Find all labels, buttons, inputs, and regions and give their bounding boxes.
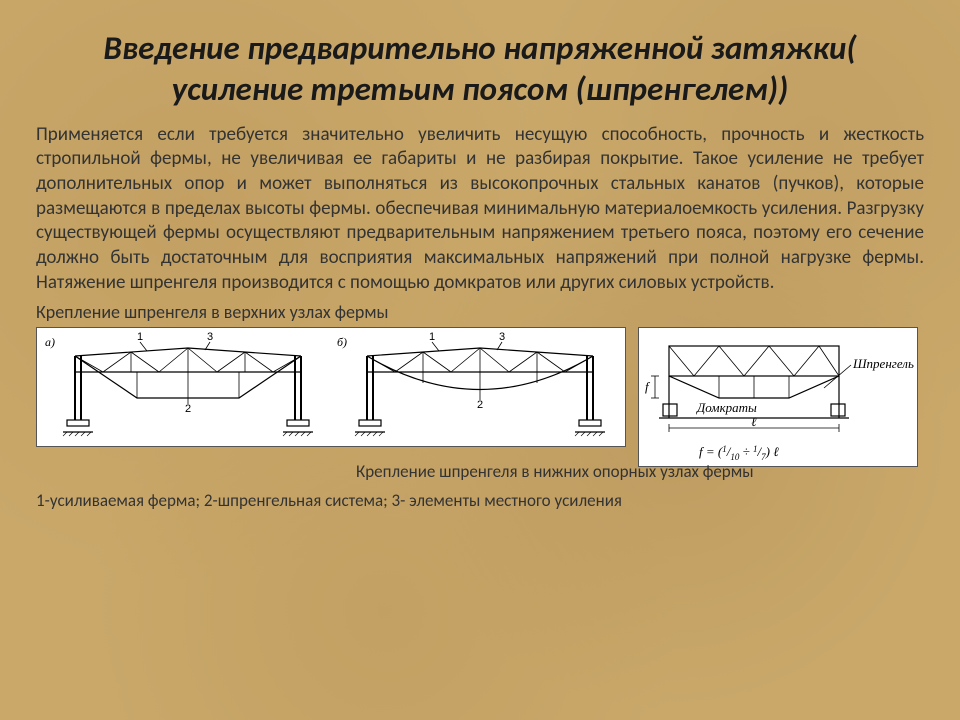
- diagram-row: а): [36, 327, 924, 467]
- legend-text: 1-усиливаемая ферма; 2-шпренгельная сист…: [36, 490, 924, 511]
- diagram-panel-side: Шпренгель Домкраты ℓ f f = (1/10 ÷ 1/7) …: [638, 327, 918, 467]
- svg-text:3: 3: [499, 331, 505, 343]
- body-paragraph: Применяется если требуется значительно у…: [36, 123, 924, 296]
- svg-text:3: 3: [207, 331, 213, 343]
- label-shprengel: Шпренгель: [852, 356, 914, 371]
- label-domkraty: Домкраты: [695, 400, 757, 415]
- svg-text:2: 2: [477, 399, 483, 411]
- svg-text:f: f: [645, 379, 651, 394]
- formula: f = (1/10 ÷ 1/7) ℓ: [699, 444, 779, 462]
- panel-a-label: а): [45, 335, 55, 349]
- panel-b-label: б): [337, 335, 347, 349]
- diagram-panel-ab: а): [36, 327, 626, 447]
- caption-top: Крепление шпренгеля в верхних узлах ферм…: [36, 301, 924, 323]
- svg-text:1: 1: [429, 331, 435, 343]
- svg-text:2: 2: [185, 403, 191, 415]
- svg-text:ℓ: ℓ: [751, 414, 757, 429]
- slide-title: Введение предварительно напряженной затя…: [36, 28, 924, 111]
- svg-text:1: 1: [137, 331, 143, 343]
